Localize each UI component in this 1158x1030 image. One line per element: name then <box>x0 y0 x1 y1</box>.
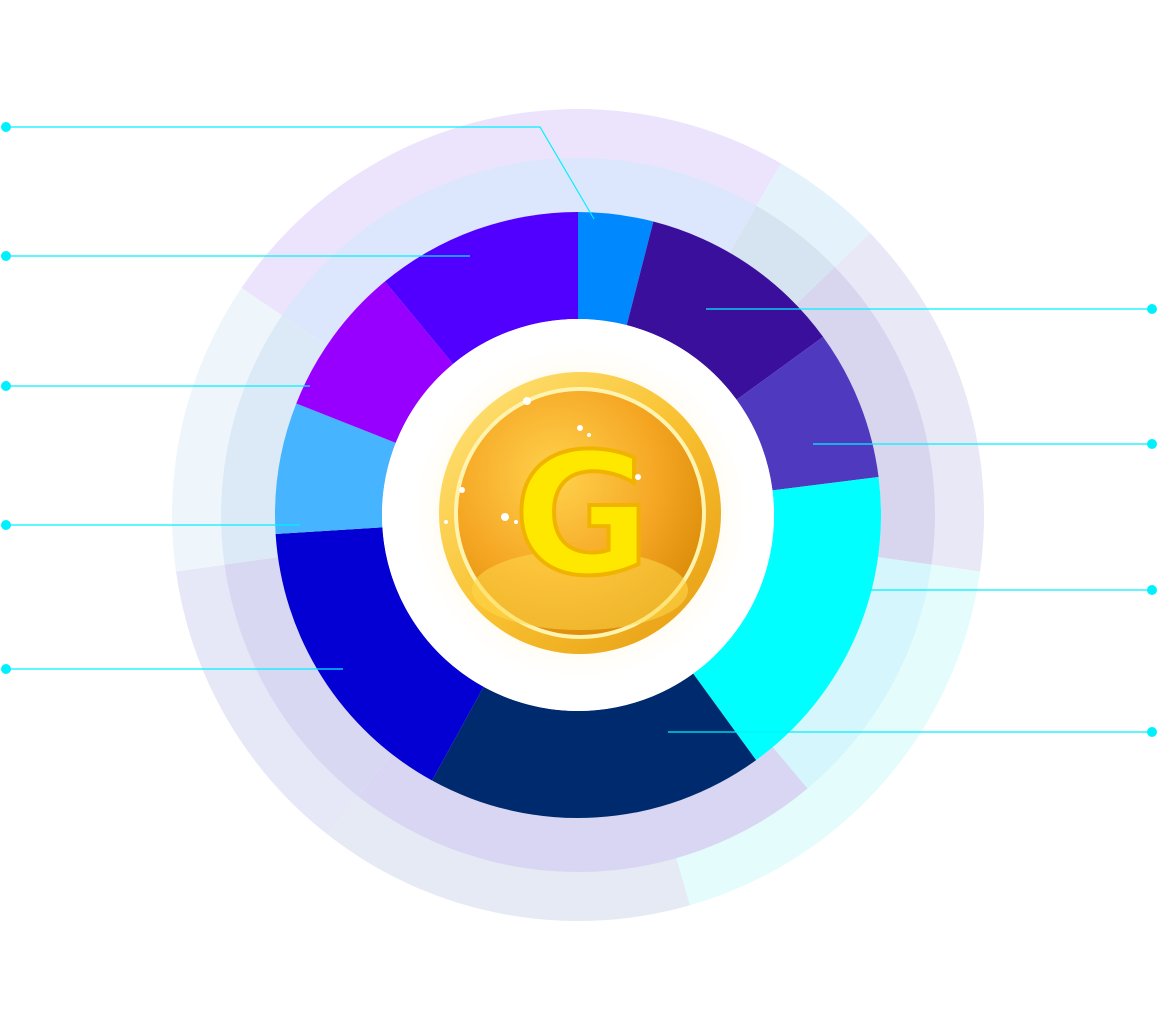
leader-line <box>6 126 595 220</box>
outer-ring-segment <box>832 232 984 572</box>
leader-dot <box>1147 585 1157 595</box>
middle-ring-segment <box>224 557 392 797</box>
outer-ring-segment <box>241 108 781 318</box>
donut-slice <box>432 673 757 818</box>
leader-dot <box>1147 439 1157 449</box>
donut-slice <box>275 403 396 535</box>
leader-dot <box>1147 727 1157 737</box>
leader-dot <box>1 122 11 132</box>
coin-letter: G <box>513 417 651 613</box>
middle-decorative-ring <box>221 158 935 872</box>
outer-ring-segment <box>171 287 285 572</box>
donut-slices <box>275 212 882 818</box>
outer-ring-segment <box>175 564 361 835</box>
middle-ring-segment <box>358 747 808 872</box>
leader-dot <box>1 381 11 391</box>
donut-slice <box>693 477 882 761</box>
middle-ring-segment <box>772 557 932 789</box>
leader-lines <box>1 122 1157 737</box>
middle-ring-segment <box>795 267 935 565</box>
middle-ring-segment <box>729 205 835 305</box>
donut-slice <box>296 281 454 443</box>
outer-ring-segment <box>328 793 690 922</box>
outer-ring-segment <box>755 163 871 270</box>
leader-dot <box>1147 304 1157 314</box>
middle-ring-segment <box>282 158 757 346</box>
donut-slice <box>736 336 879 491</box>
donut-slice <box>578 212 654 326</box>
leader-dot <box>1 664 11 674</box>
donut-slice <box>275 527 484 781</box>
donut-slice <box>384 212 578 364</box>
leader-dot <box>1 251 11 261</box>
leader-dot <box>1 520 11 530</box>
gold-coin-icon: G <box>405 338 755 688</box>
outer-ring-segment <box>675 564 981 906</box>
donut-slice <box>626 221 824 400</box>
outer-decorative-ring <box>171 108 984 922</box>
middle-ring-segment <box>221 315 327 565</box>
